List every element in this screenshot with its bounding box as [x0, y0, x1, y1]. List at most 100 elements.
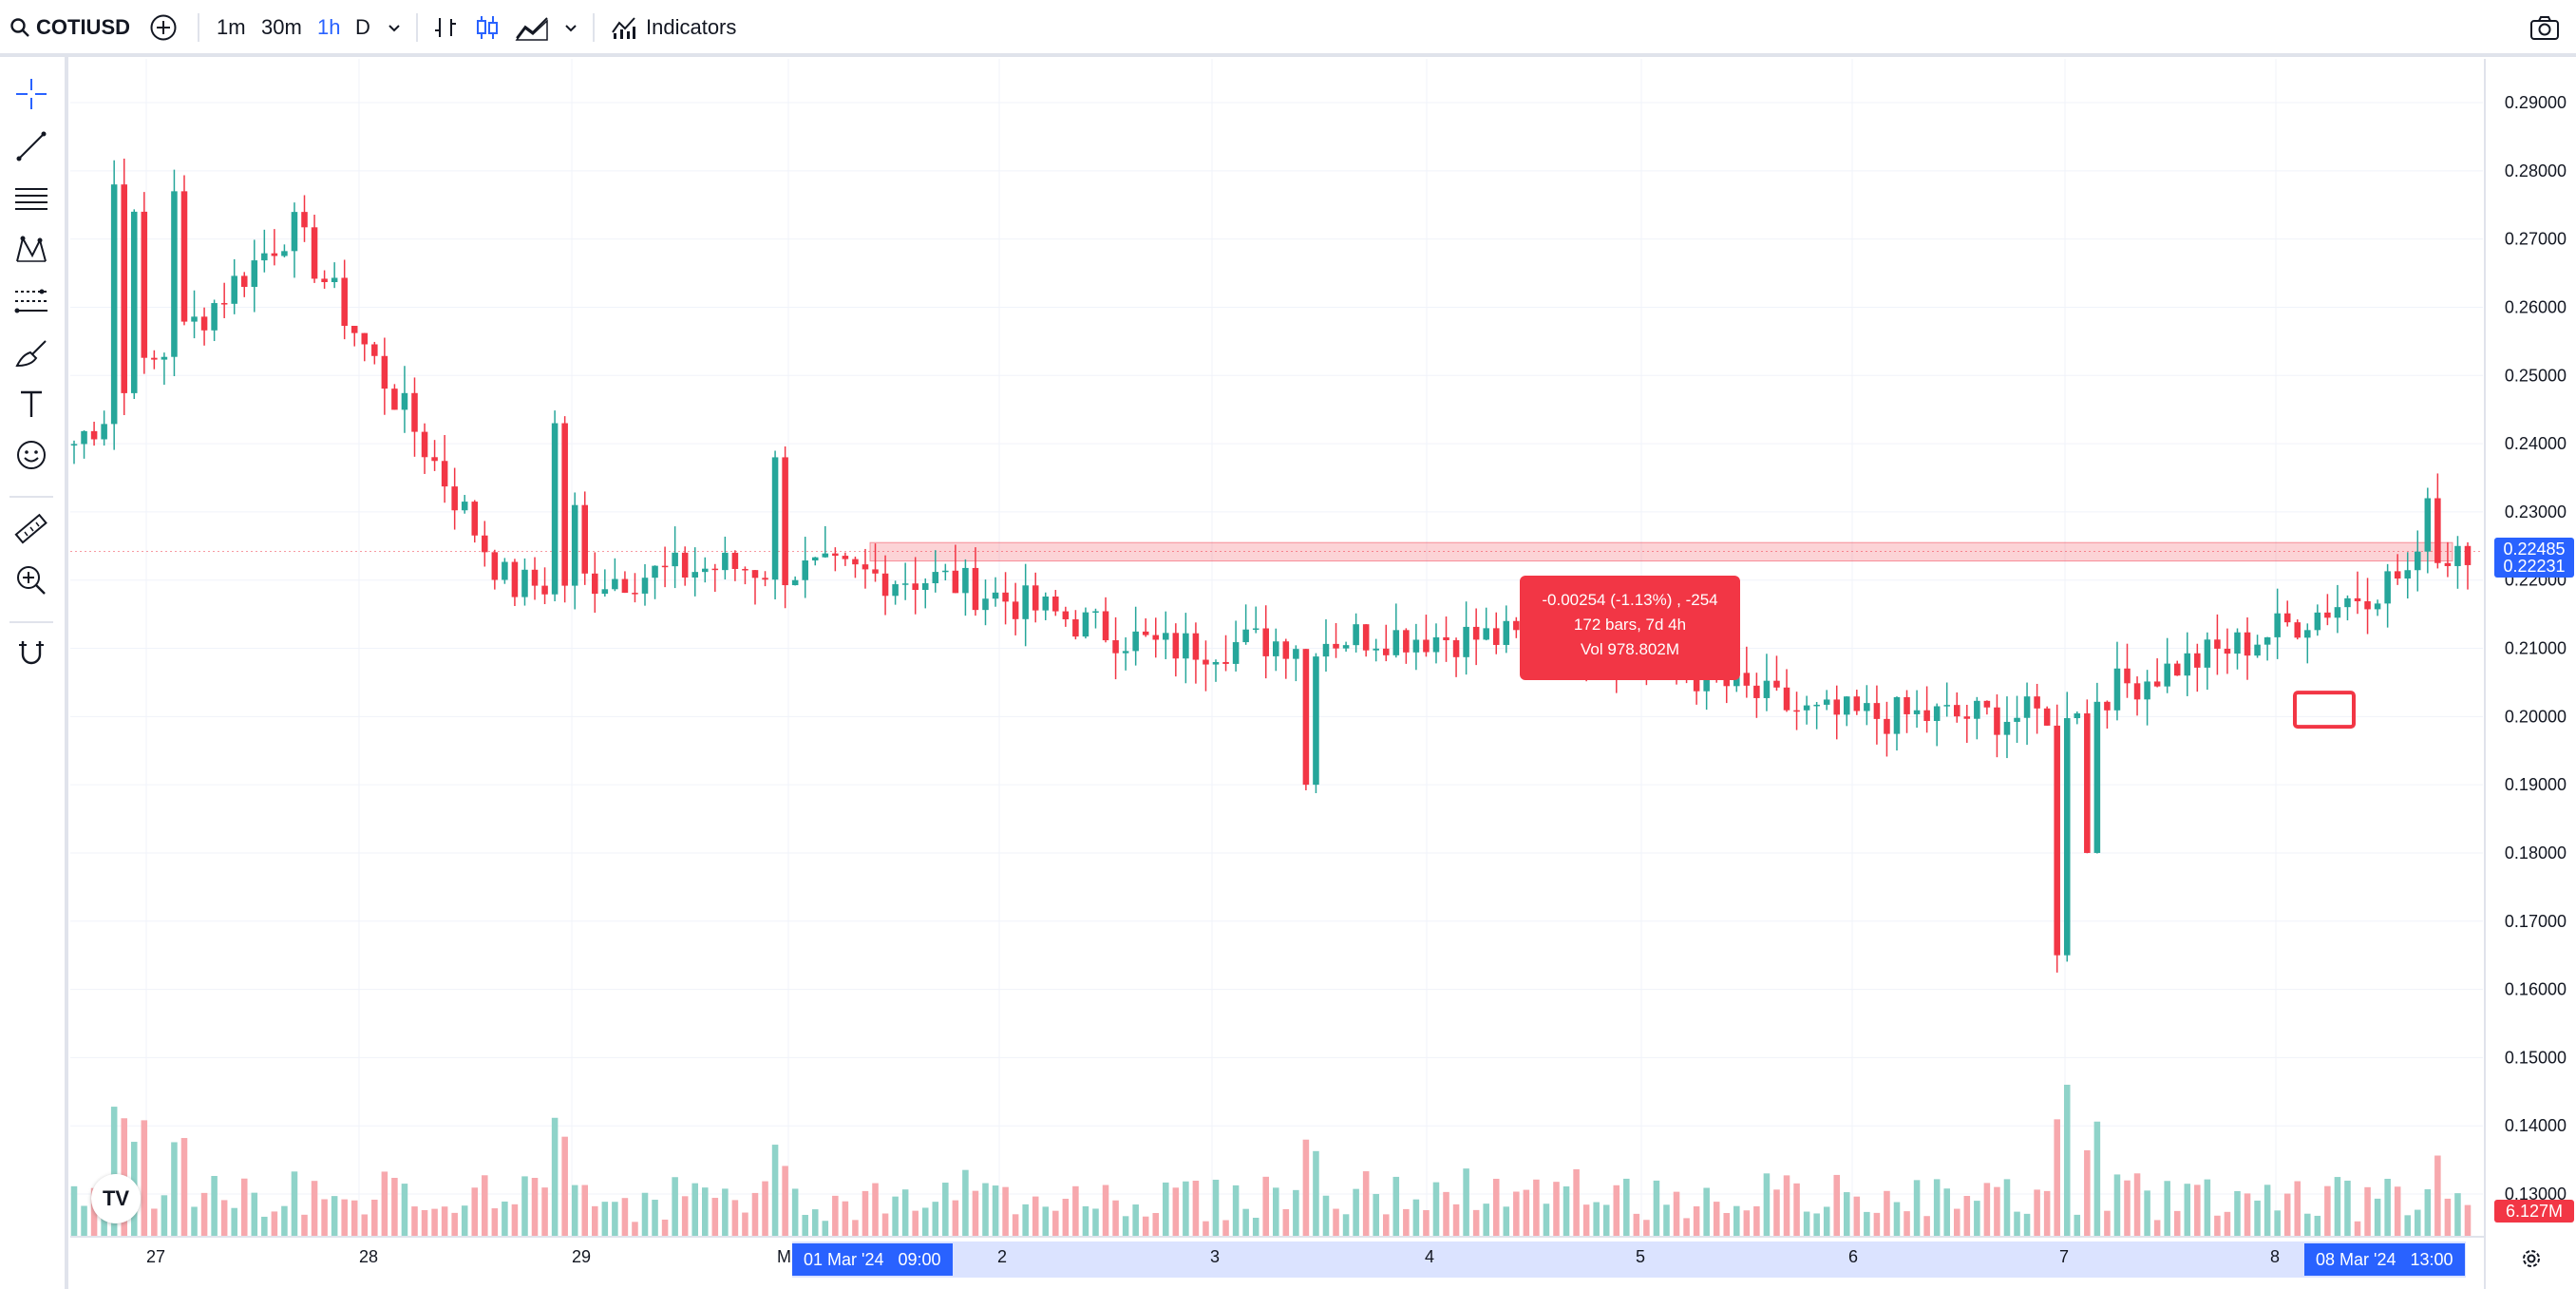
time-label: 8 [2270, 1247, 2281, 1266]
candle-body [892, 584, 899, 597]
indicators-button[interactable]: Indicators [610, 0, 736, 55]
candle-body [151, 357, 158, 360]
horizontal-lines-tool[interactable] [11, 180, 51, 220]
area-chart-icon [515, 13, 549, 42]
candle-body [1873, 703, 1881, 719]
volume-bar [1163, 1182, 1169, 1237]
price-axis: 0.29000 0.28000 0.27000 0.26000 0.25000 0.240… [70, 59, 2576, 1289]
emoji-tool[interactable] [11, 437, 51, 477]
magnet-tool[interactable] [11, 635, 51, 674]
candle-body [1403, 630, 1410, 653]
candle-body [261, 253, 268, 261]
candle-body [1102, 611, 1109, 641]
volume-bar [942, 1183, 949, 1237]
volume-bar [661, 1219, 669, 1237]
volume-bar [1293, 1189, 1299, 1237]
candle-body [1693, 675, 1700, 692]
volume-bar [2244, 1193, 2251, 1237]
time-label: 28 [359, 1247, 379, 1266]
timeframe-dropdown[interactable] [384, 0, 405, 55]
candle-body [942, 570, 949, 573]
candle-body [962, 567, 969, 594]
volume-bar [331, 1196, 338, 1237]
candle-body [2074, 713, 2081, 719]
volume-bar [2074, 1214, 2081, 1237]
compare-symbol-button[interactable] [148, 0, 179, 55]
volume-bar [2153, 1220, 2161, 1237]
volume-bar [2263, 1185, 2271, 1237]
volume-bar [1373, 1193, 1379, 1237]
candle-body [601, 589, 609, 595]
candle-body [2254, 644, 2261, 656]
text-tool[interactable] [11, 386, 51, 426]
brush-tool[interactable] [11, 334, 51, 374]
volume-bars [70, 1084, 2472, 1237]
volume-bar [992, 1185, 999, 1237]
volume-bar [482, 1175, 488, 1237]
ruler-tool[interactable] [11, 511, 51, 551]
volume-bar [1022, 1204, 1029, 1237]
timeframe-1m[interactable]: 1m [217, 15, 246, 39]
volume-bar [1853, 1196, 1861, 1237]
bar-chart-button[interactable] [431, 0, 460, 55]
timeframe-d[interactable]: D [355, 15, 370, 39]
fib-tool[interactable] [11, 283, 51, 323]
volume-bar [531, 1178, 539, 1237]
volume-bar [2444, 1198, 2452, 1237]
zoom-tool[interactable] [11, 562, 51, 602]
candle-body [1432, 636, 1440, 653]
chart-settings-button[interactable] [2519, 1246, 2544, 1276]
volume-bar [1743, 1210, 1751, 1237]
volume-bar [291, 1171, 298, 1237]
volume-bar [1262, 1176, 1269, 1237]
volume-bar [1884, 1190, 1890, 1237]
candle-body [2204, 639, 2211, 668]
volume-bar [231, 1207, 237, 1237]
candle-body [1943, 705, 1950, 707]
volume-bar [411, 1206, 418, 1237]
crosshair-tool[interactable] [11, 76, 51, 116]
candle-body [1844, 696, 1850, 715]
candle-body [751, 570, 759, 578]
volume-bar [2173, 1210, 2181, 1237]
screenshot-button[interactable] [2529, 0, 2561, 55]
timeframe-1h[interactable]: 1h [317, 15, 341, 39]
price-tick-label: 0.19000 [2505, 775, 2567, 794]
candle-body [1893, 696, 1901, 734]
price-chart[interactable]: 0.29000 0.28000 0.27000 0.26000 0.25000 0.240… [70, 59, 2576, 1289]
candle-body [921, 583, 929, 591]
candle-body [2314, 612, 2321, 631]
candle-body [1483, 628, 1489, 640]
volume-bar [1813, 1213, 1820, 1237]
candle-body [1783, 687, 1790, 711]
tradingview-logo[interactable]: TV [91, 1174, 141, 1223]
volume-bar [652, 1200, 658, 1237]
candle-body [1172, 633, 1180, 659]
add-symbol-icon [148, 12, 179, 43]
volume-bar [1062, 1199, 1070, 1237]
candle-body [521, 569, 528, 597]
volume-bar [2014, 1211, 2020, 1237]
volume-bar [341, 1199, 348, 1237]
timeframe-30m[interactable]: 30m [261, 15, 302, 39]
candle-body [2104, 701, 2111, 711]
gear-icon [2519, 1250, 2544, 1275]
symbol-search[interactable]: COTIUSD [9, 0, 130, 55]
candle-body [2014, 717, 2020, 722]
candle-body [1183, 633, 1189, 659]
volume-bar [1192, 1180, 1200, 1237]
pattern-tool[interactable] [11, 232, 51, 272]
candle-body [862, 564, 869, 570]
volume-bar [872, 1183, 879, 1237]
bar-chart-icon [431, 13, 460, 42]
volume-bar [1633, 1213, 1640, 1237]
volume-bar [281, 1205, 288, 1237]
area-chart-button[interactable] [515, 0, 549, 55]
volume-bar [2003, 1179, 2011, 1237]
trend-line-tool[interactable] [11, 128, 51, 168]
volume-bar [1623, 1178, 1630, 1237]
volume-bar [1362, 1171, 1370, 1237]
candle-body [1142, 631, 1149, 635]
chart-type-dropdown[interactable] [560, 0, 581, 55]
candle-chart-button[interactable] [473, 0, 502, 55]
